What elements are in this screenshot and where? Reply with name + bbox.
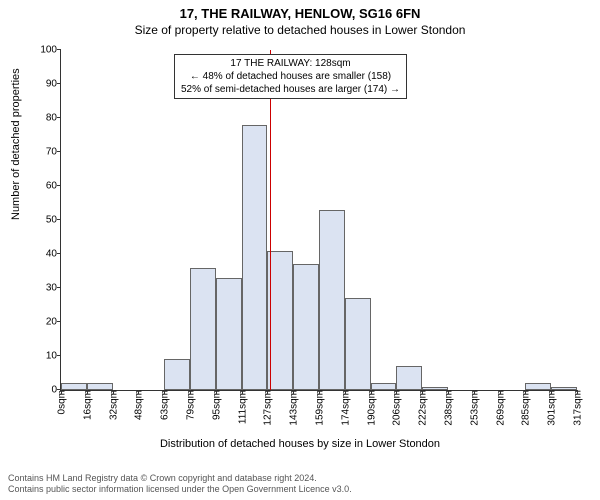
x-tick-mark — [113, 390, 114, 394]
x-tick-mark — [474, 390, 475, 394]
x-tick-label: 285sqm — [519, 390, 532, 426]
x-axis-label: Distribution of detached houses by size … — [0, 438, 600, 450]
y-tick-mark — [57, 219, 61, 220]
y-tick-mark — [57, 287, 61, 288]
histogram-bar — [293, 264, 319, 390]
histogram-bar — [242, 125, 268, 390]
x-tick-mark — [87, 390, 88, 394]
x-tick-mark — [525, 390, 526, 394]
reference-line — [270, 50, 271, 390]
annotation-box: 17 THE RAILWAY: 128sqm← 48% of detached … — [174, 54, 407, 99]
y-tick-mark — [57, 253, 61, 254]
y-tick-mark — [57, 83, 61, 84]
x-tick-label: 238sqm — [442, 390, 455, 426]
annotation-line: 17 THE RAILWAY: 128sqm — [181, 57, 400, 70]
y-tick-label: 60 — [46, 181, 61, 192]
x-tick-label: 111sqm — [235, 390, 248, 424]
x-tick-label: 143sqm — [287, 390, 300, 426]
annotation-line: ← 48% of detached houses are smaller (15… — [181, 70, 400, 83]
y-tick-mark — [57, 185, 61, 186]
annotation-line: 52% of semi-detached houses are larger (… — [181, 83, 400, 96]
x-tick-mark — [138, 390, 139, 394]
x-tick-mark — [577, 390, 578, 394]
y-tick-label: 80 — [46, 113, 61, 124]
x-tick-mark — [319, 390, 320, 394]
x-tick-mark — [551, 390, 552, 394]
chart-subtitle: Size of property relative to detached ho… — [0, 21, 600, 37]
y-tick-mark — [57, 49, 61, 50]
footer-line-1: Contains HM Land Registry data © Crown c… — [8, 473, 352, 485]
y-tick-label: 50 — [46, 215, 61, 226]
x-tick-label: 63sqm — [158, 390, 171, 420]
histogram-bar — [525, 383, 551, 390]
y-tick-mark — [57, 117, 61, 118]
histogram-bar — [190, 268, 216, 390]
x-tick-label: 95sqm — [209, 390, 222, 420]
plot-area: 0102030405060708090100 0sqm16sqm32sqm48s… — [60, 50, 577, 391]
y-tick-mark — [57, 321, 61, 322]
histogram-bar — [267, 251, 293, 390]
x-tick-mark — [216, 390, 217, 394]
footer-line-2: Contains public sector information licen… — [8, 484, 352, 496]
x-tick-mark — [242, 390, 243, 394]
x-tick-mark — [293, 390, 294, 394]
x-tick-label: 222sqm — [416, 390, 429, 426]
x-tick-mark — [164, 390, 165, 394]
x-tick-mark — [500, 390, 501, 394]
histogram-bar — [345, 298, 371, 390]
histogram-bar — [61, 383, 87, 390]
x-tick-label: 16sqm — [80, 390, 93, 420]
chart-container: 17, THE RAILWAY, HENLOW, SG16 6FN Size o… — [0, 0, 600, 500]
x-tick-mark — [422, 390, 423, 394]
x-tick-label: 206sqm — [390, 390, 403, 426]
histogram-bar — [216, 278, 242, 390]
y-tick-mark — [57, 151, 61, 152]
y-tick-mark — [57, 355, 61, 356]
x-tick-label: 253sqm — [467, 390, 480, 426]
x-tick-mark — [190, 390, 191, 394]
y-tick-label: 10 — [46, 351, 61, 362]
x-tick-label: 317sqm — [571, 390, 584, 426]
histogram-bar — [319, 210, 345, 390]
y-tick-label: 30 — [46, 283, 61, 294]
y-tick-label: 90 — [46, 79, 61, 90]
y-tick-label: 70 — [46, 147, 61, 158]
x-tick-label: 269sqm — [493, 390, 506, 426]
histogram-bar — [371, 383, 397, 390]
y-tick-label: 100 — [40, 45, 61, 56]
x-tick-mark — [345, 390, 346, 394]
y-tick-label: 40 — [46, 249, 61, 260]
histogram-bar — [164, 359, 190, 390]
x-tick-mark — [448, 390, 449, 394]
x-tick-mark — [267, 390, 268, 394]
y-axis-label: Number of detached properties — [10, 68, 22, 220]
x-tick-mark — [371, 390, 372, 394]
x-tick-mark — [61, 390, 62, 394]
x-tick-label: 48sqm — [132, 390, 145, 420]
bars-group — [61, 50, 577, 390]
x-tick-label: 174sqm — [338, 390, 351, 426]
chart-title: 17, THE RAILWAY, HENLOW, SG16 6FN — [0, 0, 600, 21]
x-tick-label: 127sqm — [261, 390, 274, 426]
x-tick-label: 159sqm — [313, 390, 326, 426]
x-tick-label: 32sqm — [106, 390, 119, 420]
y-tick-label: 20 — [46, 317, 61, 328]
histogram-bar — [87, 383, 113, 390]
x-tick-label: 190sqm — [364, 390, 377, 426]
footer-attribution: Contains HM Land Registry data © Crown c… — [8, 473, 352, 496]
histogram-bar — [396, 366, 422, 390]
x-tick-label: 301sqm — [545, 390, 558, 426]
x-tick-mark — [396, 390, 397, 394]
x-tick-label: 79sqm — [184, 390, 197, 420]
